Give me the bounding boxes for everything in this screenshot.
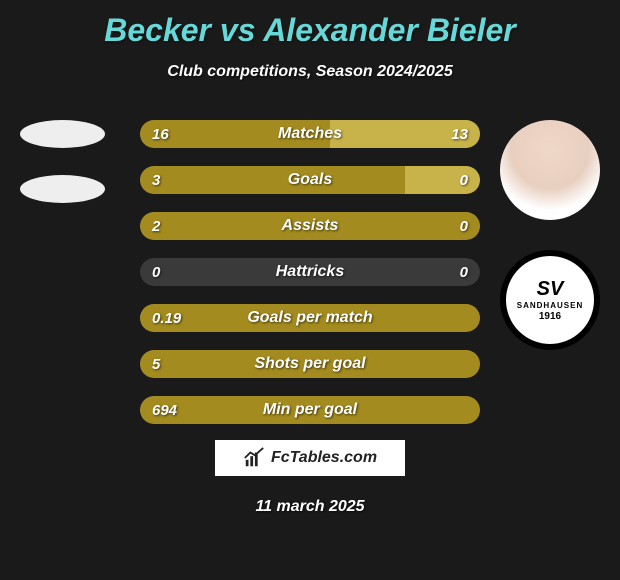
branding-badge: FcTables.com bbox=[215, 440, 405, 476]
stat-label: Hattricks bbox=[140, 263, 480, 281]
page-title: Becker vs Alexander Bieler bbox=[0, 0, 620, 49]
stat-row: 5Shots per goal bbox=[140, 350, 480, 378]
stat-label: Min per goal bbox=[140, 401, 480, 419]
stat-row: 0.19Goals per match bbox=[140, 304, 480, 332]
club-badge-year: 1916 bbox=[539, 311, 561, 322]
player-right-avatar bbox=[500, 120, 600, 220]
club-badge-city: SANDHAUSEN bbox=[517, 301, 583, 310]
stat-row: 694Min per goal bbox=[140, 396, 480, 424]
stat-row: 00Hattricks bbox=[140, 258, 480, 286]
date-text: 11 march 2025 bbox=[0, 498, 620, 516]
stat-row: 20Assists bbox=[140, 212, 480, 240]
player-left-club-badge bbox=[20, 175, 105, 203]
branding-text: FcTables.com bbox=[271, 449, 377, 467]
player-left-avatar bbox=[20, 120, 105, 148]
player-right-club-badge: SV SANDHAUSEN 1916 bbox=[500, 250, 600, 350]
club-badge-top: SV bbox=[537, 279, 564, 299]
stats-container: 1613Matches 30Goals 20Assists 00Hattricks 0.… bbox=[140, 120, 480, 442]
stat-label: Goals bbox=[140, 171, 480, 189]
stat-label: Goals per match bbox=[140, 309, 480, 327]
stat-row: 30Goals bbox=[140, 166, 480, 194]
subtitle: Club competitions, Season 2024/2025 bbox=[0, 63, 620, 81]
stat-row: 1613Matches bbox=[140, 120, 480, 148]
stat-label: Assists bbox=[140, 217, 480, 235]
stat-label: Matches bbox=[140, 125, 480, 143]
chart-icon bbox=[243, 447, 265, 469]
stat-label: Shots per goal bbox=[140, 355, 480, 373]
